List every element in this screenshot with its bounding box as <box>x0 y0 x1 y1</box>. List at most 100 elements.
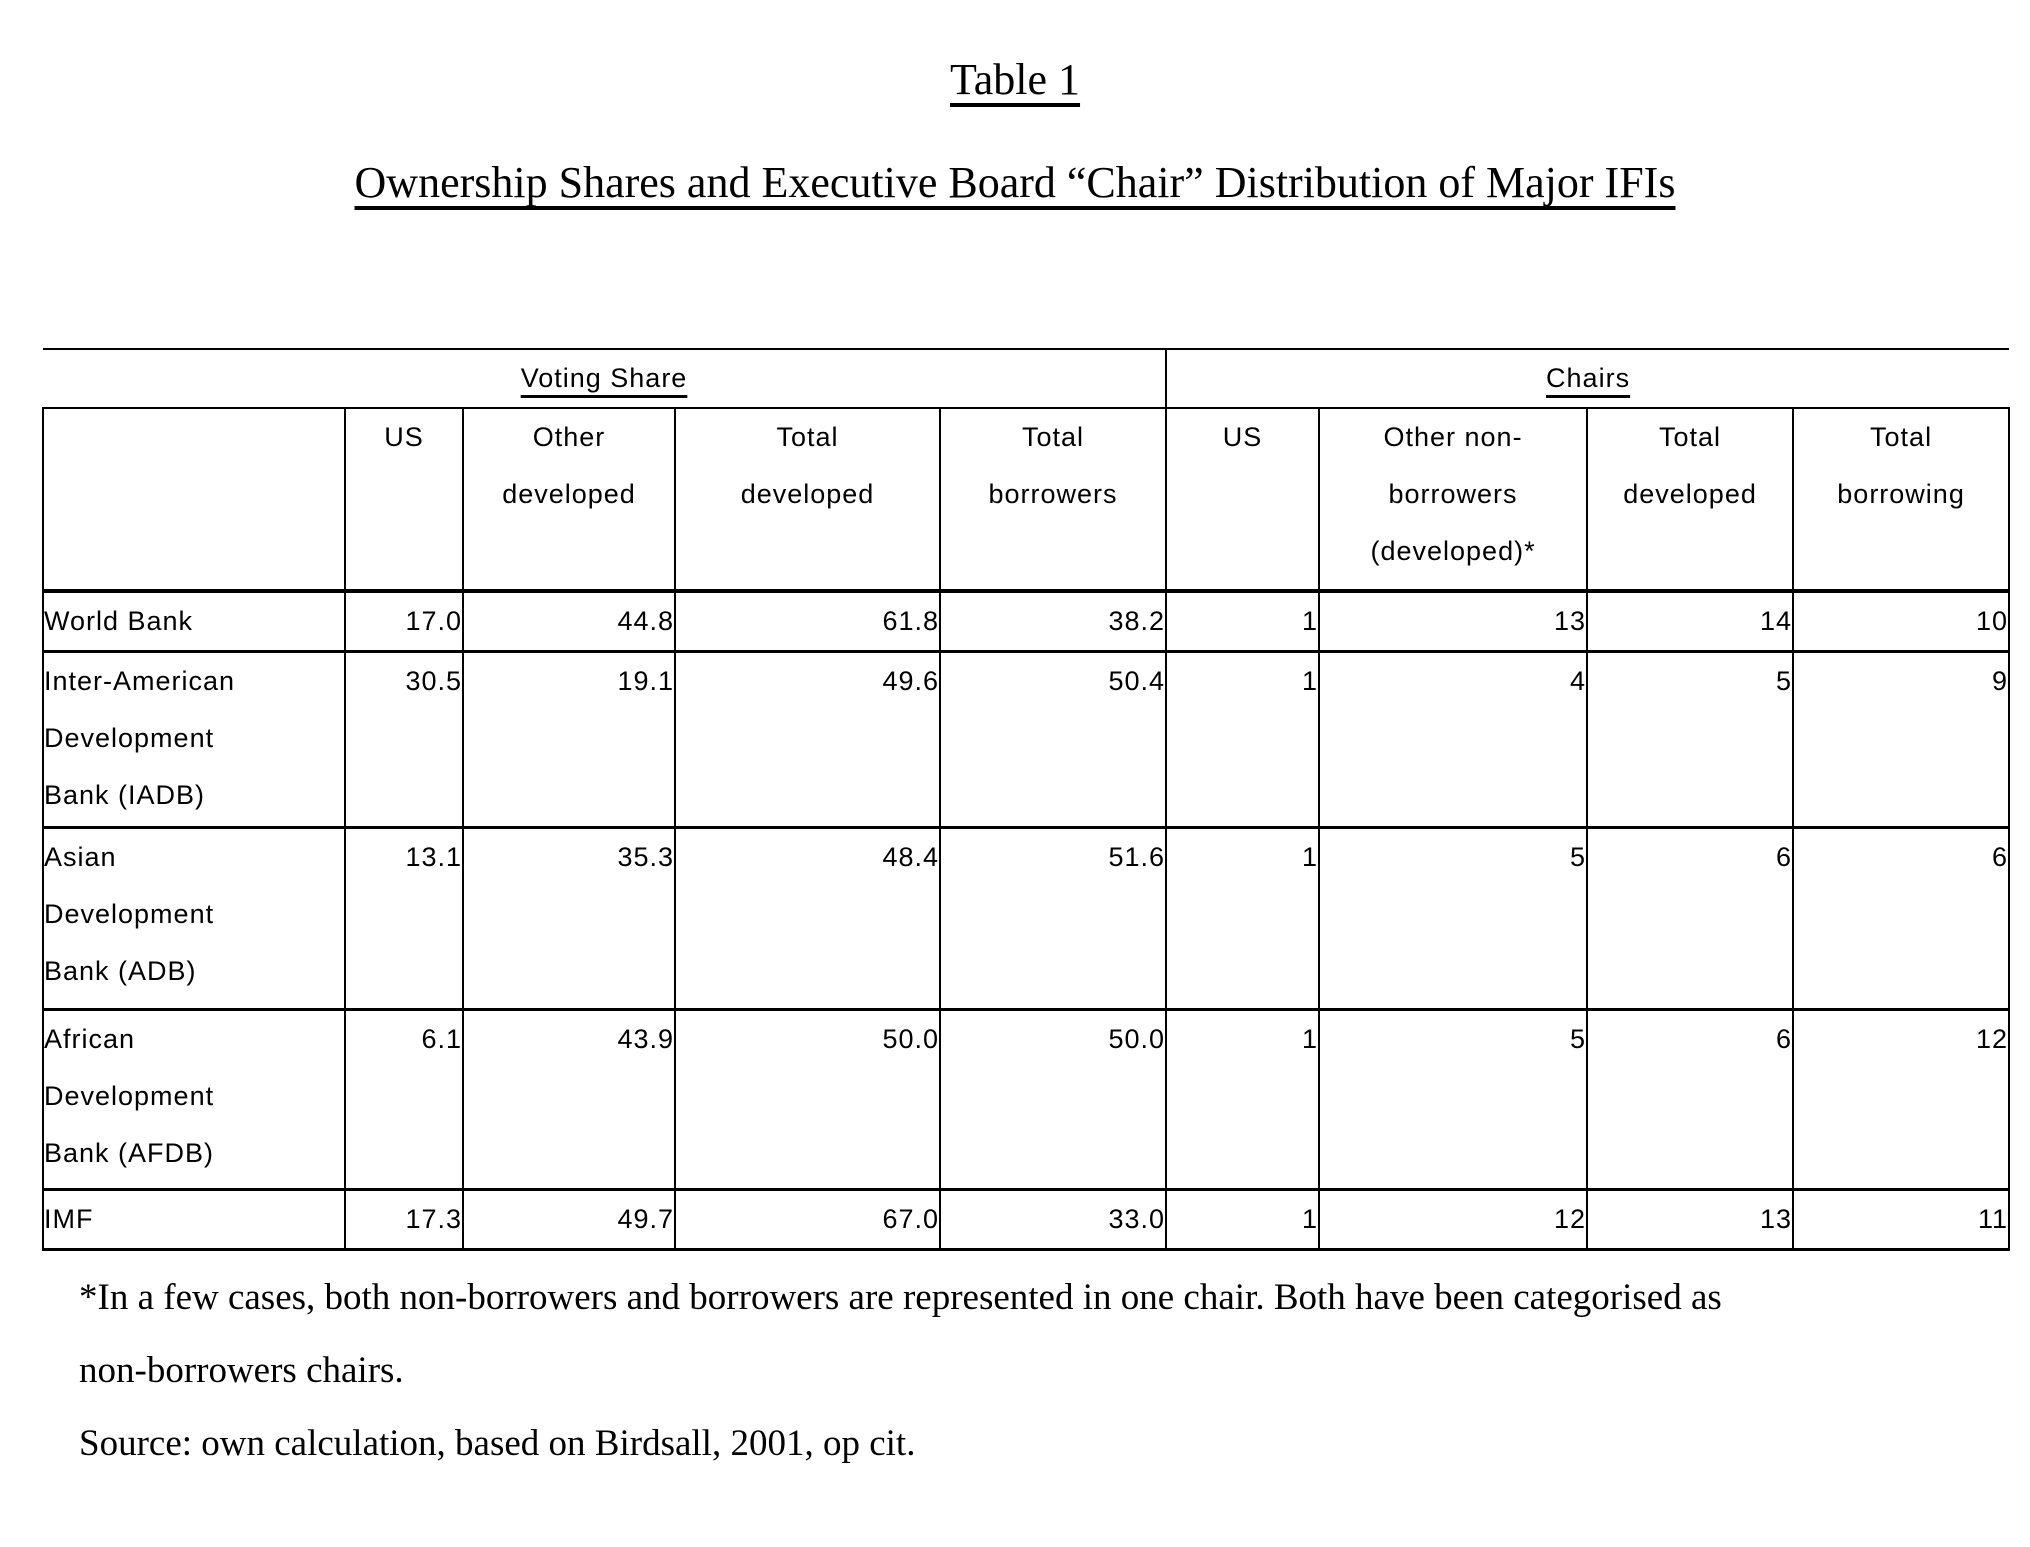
cell-value: 5 <box>1318 826 1589 1011</box>
header-line: Other non- <box>1383 422 1523 452</box>
cell-value: 1 <box>1165 650 1321 829</box>
cell-value: 30.5 <box>344 650 464 829</box>
cell-institution: Inter-American Development Bank (IADB) <box>42 650 346 829</box>
header-line: US <box>384 422 424 452</box>
col-header-other-developed: Other developed <box>462 407 676 593</box>
institution-line: Development <box>44 1081 215 1111</box>
cell-value: 13 <box>1586 1188 1795 1251</box>
page-title: Table 1 <box>0 50 2030 110</box>
cell-value: 33.0 <box>938 1188 1168 1251</box>
cell-value: 44.8 <box>462 589 676 653</box>
header-line: (developed)* <box>1370 536 1536 566</box>
cell-value: 13.1 <box>344 826 464 1011</box>
header-line: Total <box>1022 422 1085 452</box>
col-header-us-chairs: US <box>1165 407 1321 593</box>
cell-value: 50.4 <box>938 650 1168 829</box>
cell-value: 6 <box>1792 826 2011 1011</box>
table-row-world-bank: World Bank 17.0 44.8 61.8 38.2 1 13 14 1… <box>42 589 2011 653</box>
header-line: borrowers <box>1388 479 1518 509</box>
cell-value: 13 <box>1318 589 1589 653</box>
institution-line: Development <box>44 723 215 753</box>
col-header-total-developed-voting: Total developed <box>674 407 941 593</box>
cell-value: 38.2 <box>938 589 1168 653</box>
source-note: Source: own calculation, based on Birdsa… <box>79 1423 916 1464</box>
cell-value: 17.0 <box>344 589 464 653</box>
col-header-institution-empty <box>42 407 346 593</box>
group-header-chairs: Chairs <box>1166 348 2010 408</box>
cell-value: 6.1 <box>344 1008 464 1191</box>
institution-line: Bank (AFDB) <box>44 1138 215 1168</box>
cell-value: 5 <box>1318 1008 1589 1191</box>
cell-value: 10 <box>1792 589 2011 653</box>
institution-line: Bank (IADB) <box>44 780 206 810</box>
cell-value: 4 <box>1318 650 1589 829</box>
cell-institution: Asian Development Bank (ADB) <box>42 826 346 1011</box>
cell-value: 1 <box>1165 1008 1321 1191</box>
cell-value: 19.1 <box>462 650 676 829</box>
cell-value: 35.3 <box>462 826 676 1011</box>
table-title-label: Ownership Shares and Executive Board “Ch… <box>354 158 1676 207</box>
group-header-voting-share: Voting Share <box>43 348 1168 408</box>
header-line: Total <box>1659 422 1722 452</box>
institution-line: Inter-American <box>44 666 236 696</box>
cell-value: 49.6 <box>674 650 941 829</box>
header-line: developed <box>1623 479 1757 509</box>
table-row-imf: IMF 17.3 49.7 67.0 33.0 1 12 13 11 <box>42 1188 2011 1251</box>
col-header-us-voting: US <box>344 407 464 593</box>
table-row-iadb: Inter-American Development Bank (IADB) 3… <box>42 650 2011 829</box>
cell-value: 5 <box>1586 650 1795 829</box>
table-row-adb: Asian Development Bank (ADB) 13.1 35.3 4… <box>42 826 2011 1011</box>
cell-value: 12 <box>1792 1008 2011 1191</box>
cell-value: 61.8 <box>674 589 941 653</box>
cell-value: 51.6 <box>938 826 1168 1011</box>
col-header-total-borrowers: Total borrowers <box>938 407 1168 593</box>
group-header-row: Voting Share Chairs <box>43 348 2010 408</box>
column-header-row: US Other developed Total developed Total… <box>42 407 2011 593</box>
institution-line: Development <box>44 899 215 929</box>
footnote-line-2: non-borrowers chairs. <box>79 1350 404 1391</box>
cell-value: 9 <box>1792 650 2011 829</box>
table-notes: *In a few cases, both non-borrowers and … <box>79 1261 2030 1480</box>
col-header-total-developed-chairs: Total developed <box>1586 407 1795 593</box>
institution-line: World Bank <box>44 606 194 636</box>
footnote-line-1: *In a few cases, both non-borrowers and … <box>79 1277 1722 1318</box>
header-line: Total <box>1870 422 1933 452</box>
institution-line: Asian <box>44 842 117 872</box>
header-line: developed <box>502 479 636 509</box>
cell-value: 11 <box>1792 1188 2011 1251</box>
col-header-total-borrowing: Total borrowing <box>1792 407 2011 593</box>
voting-share-label: Voting Share <box>520 363 688 393</box>
header-line: Total <box>776 422 839 452</box>
cell-value: 12 <box>1318 1188 1589 1251</box>
cell-value: 14 <box>1586 589 1795 653</box>
header-line: US <box>1222 422 1263 452</box>
cell-value: 6 <box>1586 1008 1795 1191</box>
header-line: borrowers <box>988 479 1118 509</box>
header-line: developed <box>740 479 875 509</box>
cell-value: 6 <box>1586 826 1795 1011</box>
cell-institution: African Development Bank (AFDB) <box>42 1008 346 1191</box>
cell-value: 1 <box>1165 1188 1321 1251</box>
col-header-other-non-borrowers: Other non- borrowers (developed)* <box>1318 407 1589 593</box>
cell-value: 1 <box>1165 826 1321 1011</box>
cell-value: 43.9 <box>462 1008 676 1191</box>
chairs-label: Chairs <box>1546 363 1631 393</box>
institution-line: IMF <box>44 1204 94 1234</box>
cell-value: 48.4 <box>674 826 941 1011</box>
cell-value: 49.7 <box>462 1188 676 1251</box>
cell-institution: World Bank <box>42 589 346 653</box>
header-line: borrowing <box>1837 479 1965 509</box>
cell-value: 67.0 <box>674 1188 941 1251</box>
ifi-table: Voting Share Chairs US Other developed T… <box>42 348 2011 1251</box>
cell-value: 50.0 <box>674 1008 941 1191</box>
institution-line: Bank (ADB) <box>44 956 197 986</box>
cell-value: 17.3 <box>344 1188 464 1251</box>
cell-institution: IMF <box>42 1188 346 1251</box>
cell-value: 1 <box>1165 589 1321 653</box>
cell-value: 50.0 <box>938 1008 1168 1191</box>
page: Table 1 Ownership Shares and Executive B… <box>0 50 2030 1480</box>
institution-line: African <box>44 1024 136 1054</box>
header-line: Other <box>532 422 606 452</box>
page-subtitle: Ownership Shares and Executive Board “Ch… <box>0 152 2030 214</box>
table-row-afdb: African Development Bank (AFDB) 6.1 43.9… <box>42 1008 2011 1191</box>
